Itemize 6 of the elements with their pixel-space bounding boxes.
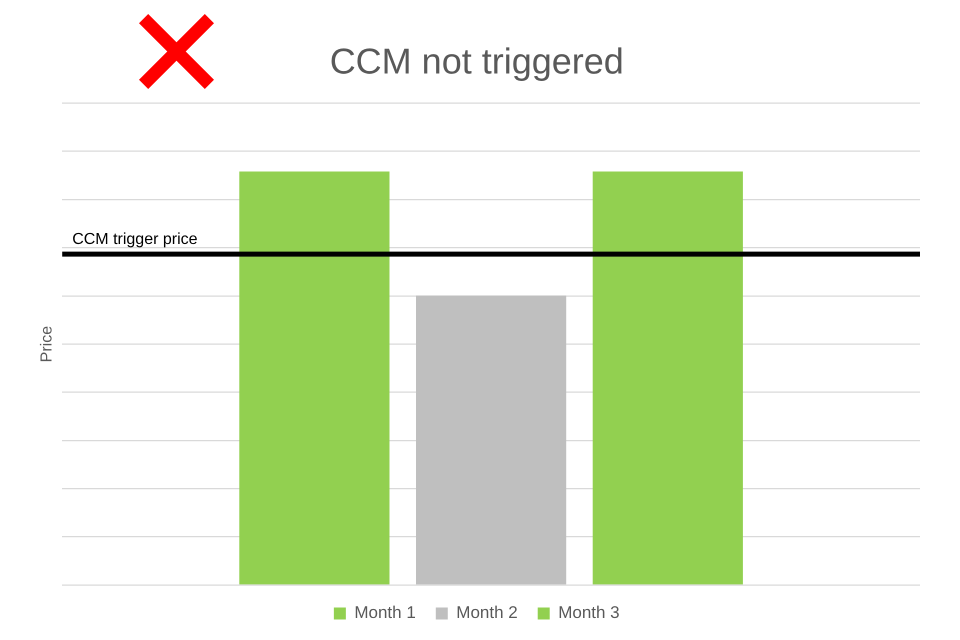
ref-line-label: CCM trigger price — [72, 231, 198, 248]
y-axis-title: Price — [38, 326, 56, 362]
chart-title: CCM not triggered — [330, 40, 624, 82]
legend-label: Month 3 — [558, 603, 620, 622]
legend-label: Month 1 — [354, 603, 416, 622]
legend-label: Month 2 — [456, 603, 518, 622]
